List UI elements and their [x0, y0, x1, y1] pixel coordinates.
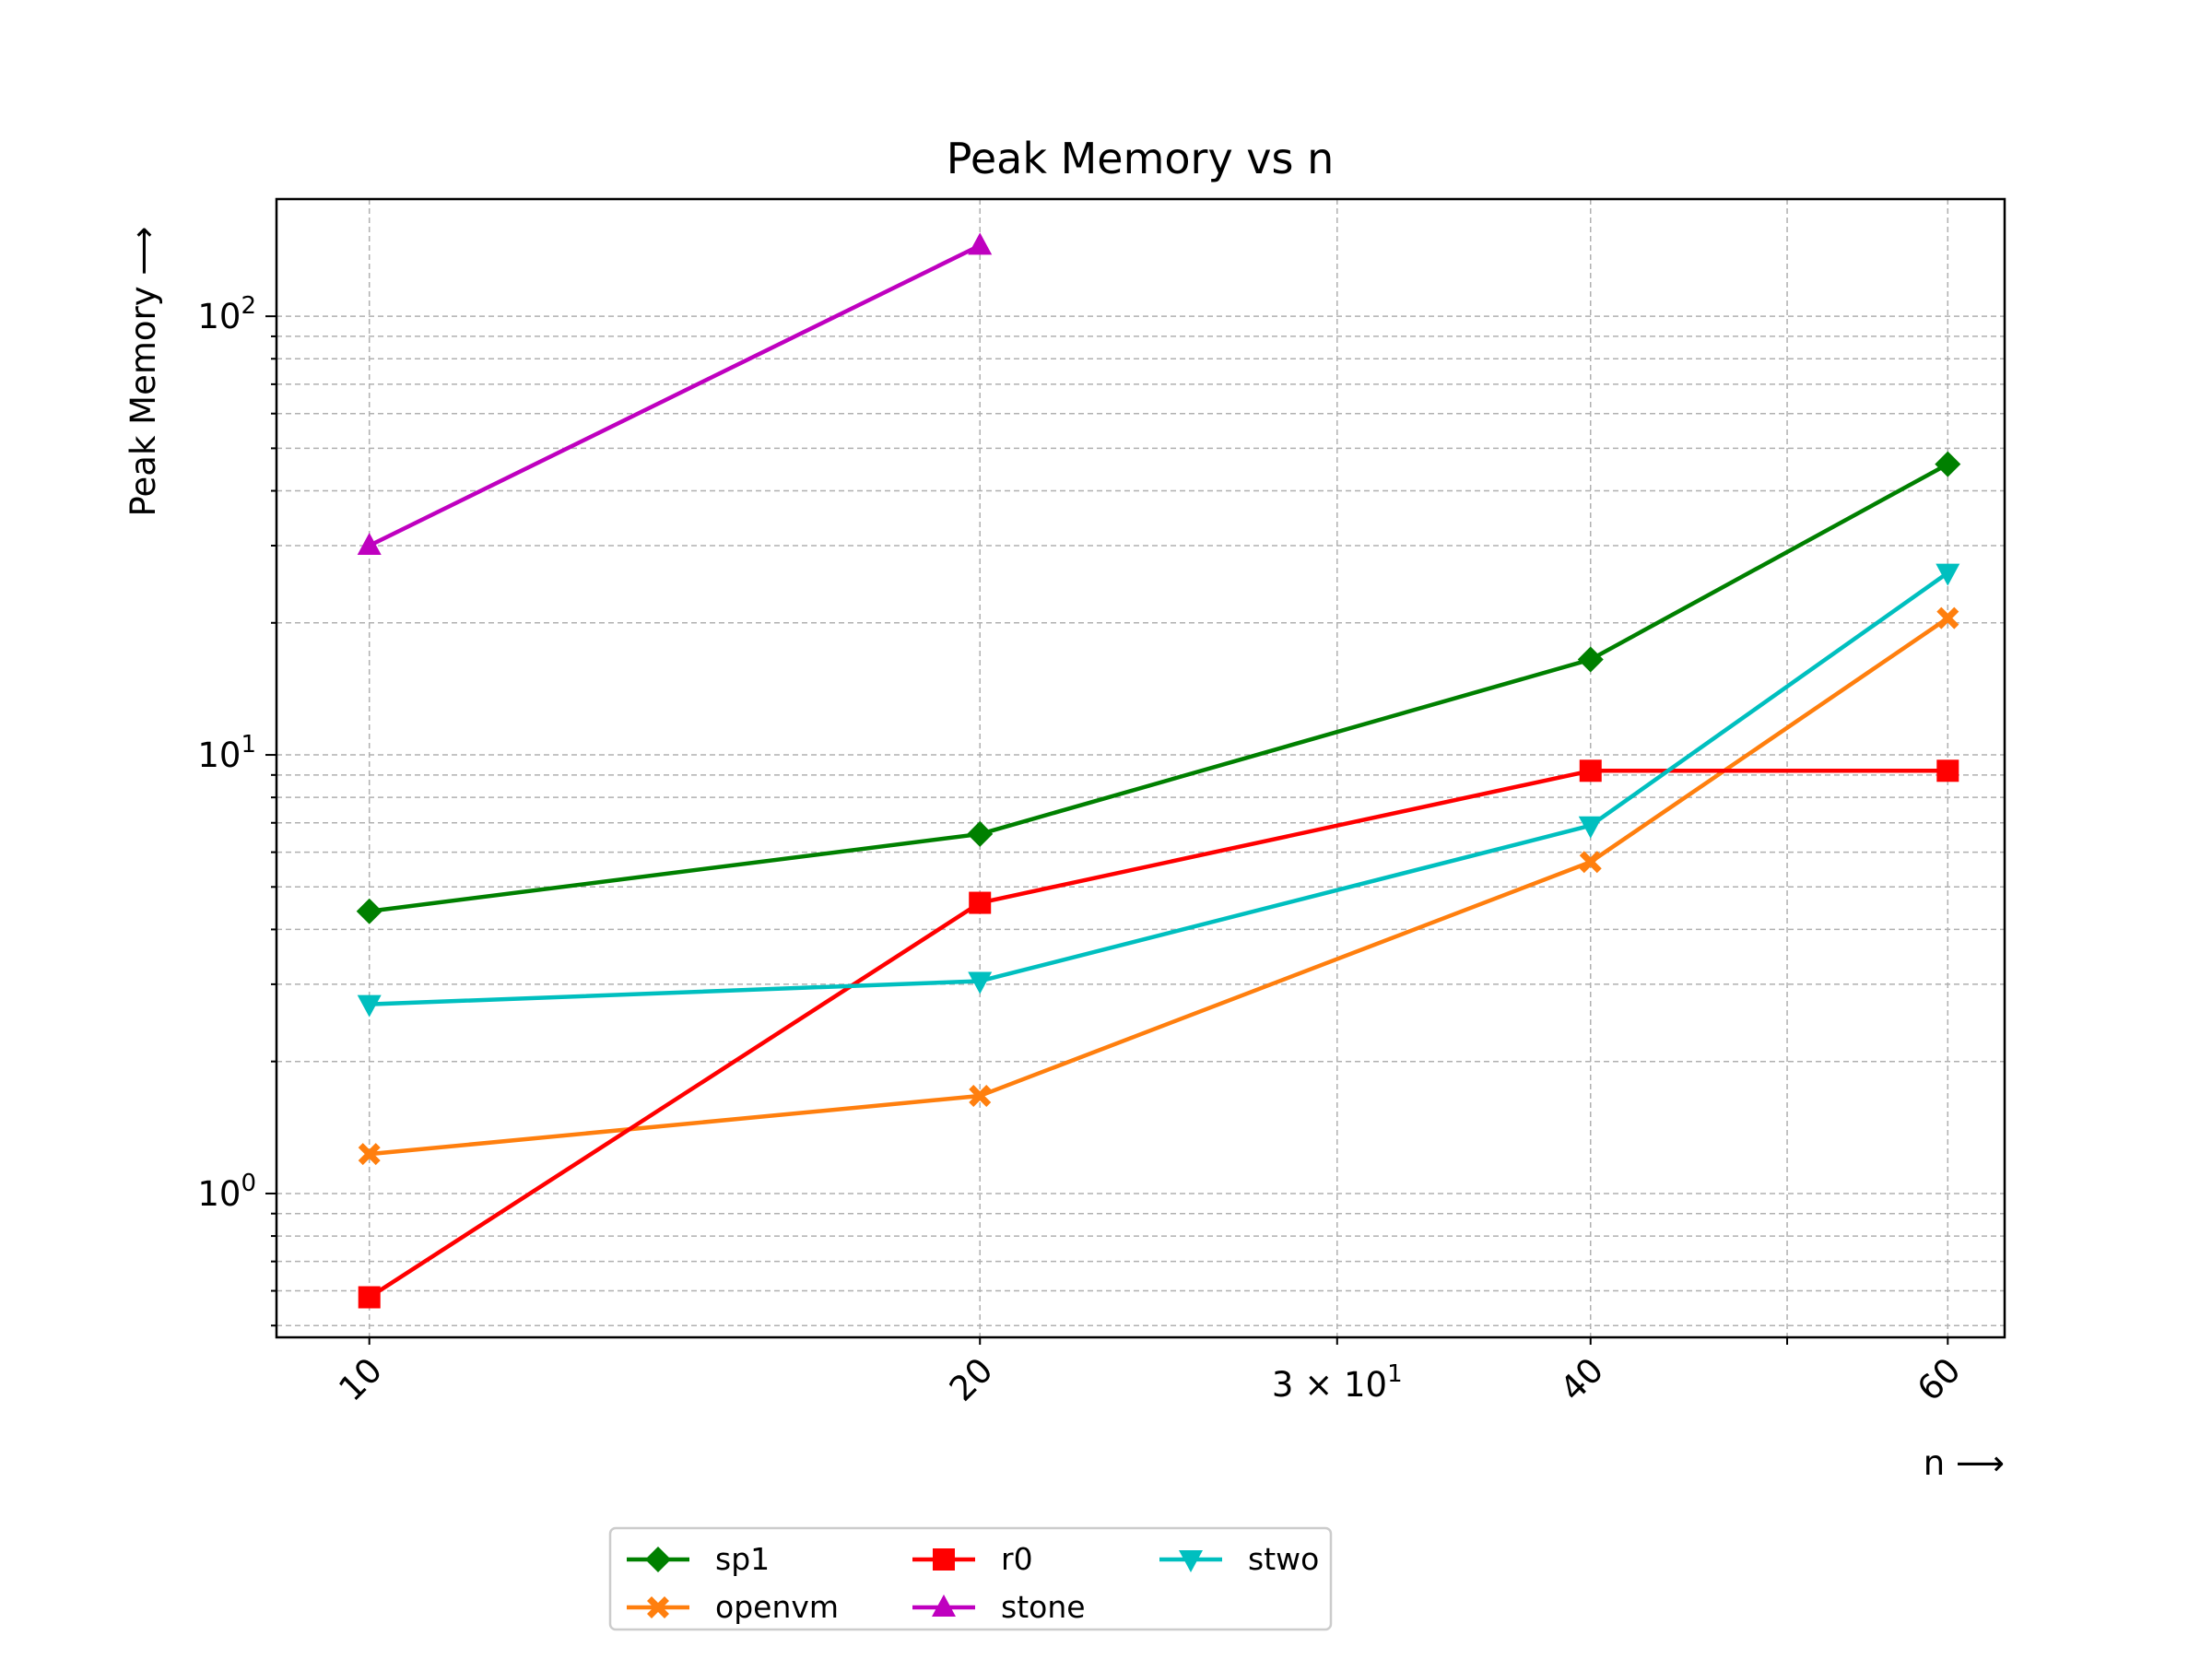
legend-marker	[1179, 1550, 1203, 1572]
data-point-openvm	[358, 1143, 381, 1166]
data-point-openvm	[1936, 606, 1959, 629]
x-axis-label: n ⟶	[1924, 1443, 2005, 1483]
series-line-stone	[366, 242, 983, 548]
data-point-openvm	[969, 1084, 992, 1107]
chart-title: Peak Memory vs n	[947, 134, 1335, 183]
legend-item-openvm: openvm	[627, 1589, 839, 1625]
legend-label: openvm	[715, 1589, 839, 1625]
plot-series	[356, 232, 1961, 1309]
data-point-stwo	[1936, 563, 1960, 586]
series-line-stwo	[367, 570, 1951, 1006]
series-stone	[357, 232, 993, 555]
series-line-sp1	[367, 461, 1951, 914]
x-tick-label: 20	[942, 1350, 1001, 1409]
series-openvm	[358, 606, 1959, 1166]
data-point-openvm	[1579, 851, 1602, 874]
data-point-r0	[1579, 759, 1602, 782]
series-sp1	[356, 451, 1961, 924]
legend-label: r0	[1001, 1541, 1033, 1577]
x-minor-tick-label: 3 × 101	[1272, 1360, 1403, 1405]
data-point-stwo	[357, 994, 382, 1018]
legend-item-r0: r0	[912, 1541, 1033, 1577]
legend-marker	[933, 1548, 955, 1571]
legend-label: stwo	[1248, 1541, 1319, 1577]
legend-label: sp1	[715, 1541, 770, 1577]
series-line-r0	[366, 769, 1950, 1300]
legend-marker	[645, 1547, 671, 1572]
data-point-r0	[358, 1286, 381, 1309]
data-point-stwo	[968, 971, 993, 994]
y-tick-label: 102	[197, 292, 256, 336]
legend-item-sp1: sp1	[627, 1541, 770, 1577]
data-point-r0	[1936, 759, 1959, 782]
y-tick-label: 101	[197, 731, 256, 775]
x-tick-label: 60	[1910, 1350, 1969, 1409]
data-point-stwo	[1578, 816, 1603, 839]
legend-box	[608, 1526, 1333, 1631]
data-point-stone	[357, 532, 382, 555]
plot-area-frame	[275, 197, 2006, 1339]
legend-marker	[647, 1596, 669, 1618]
data-point-sp1	[1935, 451, 1961, 477]
x-tick-label: 10	[331, 1350, 390, 1409]
series-stwo	[357, 563, 1960, 1018]
grid-lines	[276, 199, 2005, 1337]
data-point-sp1	[1577, 646, 1604, 673]
legend: sp1 openvm r0 stone stwo	[608, 1526, 1333, 1631]
legend-label: stone	[1001, 1589, 1086, 1625]
y-axis-label: Peak Memory ⟶	[124, 227, 163, 517]
axis-ticks: 100 101 102 10 20 40 60 3 × 101	[197, 292, 1968, 1409]
legend-item-stwo: stwo	[1159, 1541, 1319, 1577]
data-point-stone	[968, 232, 993, 255]
data-point-r0	[969, 891, 992, 914]
y-tick-label: 100	[197, 1170, 256, 1214]
data-point-sp1	[967, 820, 994, 847]
legend-marker	[932, 1594, 956, 1617]
x-tick-label: 40	[1552, 1350, 1611, 1409]
series-line-openvm	[367, 615, 1951, 1157]
data-point-sp1	[356, 898, 382, 924]
series-r0	[358, 759, 1959, 1309]
legend-item-stone: stone	[912, 1589, 1086, 1625]
